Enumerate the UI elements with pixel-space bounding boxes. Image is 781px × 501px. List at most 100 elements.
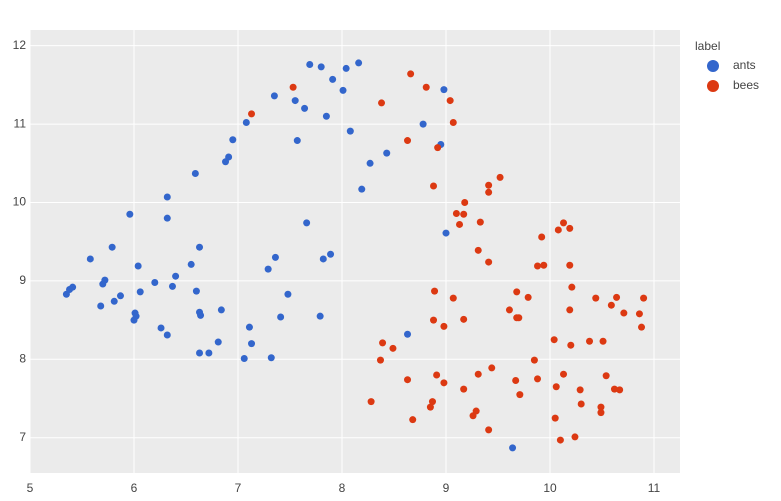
point [270, 92, 278, 100]
point [592, 294, 600, 302]
point [440, 322, 448, 330]
point [306, 60, 314, 68]
point [271, 253, 279, 261]
point [293, 137, 301, 145]
point [157, 324, 165, 332]
point [460, 385, 468, 393]
point [496, 173, 504, 181]
point [197, 311, 205, 319]
point [554, 226, 562, 234]
point [346, 127, 354, 135]
point [358, 185, 366, 193]
point [303, 219, 311, 227]
point [485, 258, 493, 266]
legend-label[interactable]: ants [733, 58, 756, 72]
point [613, 293, 621, 301]
point [430, 182, 438, 190]
point [513, 288, 521, 296]
point [322, 112, 330, 120]
point [383, 149, 391, 157]
point [460, 210, 468, 218]
point [191, 169, 199, 177]
point [172, 272, 180, 280]
point [132, 312, 140, 320]
point [69, 283, 77, 291]
point [404, 376, 412, 384]
x-tick-label: 10 [543, 481, 557, 495]
point [196, 243, 204, 251]
point [485, 188, 493, 196]
x-tick-label: 11 [648, 481, 661, 495]
y-tick-label: 8 [19, 351, 26, 365]
point [485, 426, 493, 434]
point [163, 331, 171, 339]
point [534, 375, 542, 383]
x-tick-label: 6 [131, 481, 138, 495]
legend-label[interactable]: bees [733, 78, 759, 92]
point [264, 265, 272, 273]
legend-marker[interactable] [707, 80, 719, 92]
point [214, 338, 222, 346]
point [327, 250, 335, 258]
point [355, 59, 363, 67]
y-tick-label: 11 [14, 116, 27, 130]
point [187, 260, 195, 268]
point [108, 243, 116, 251]
point [431, 287, 439, 295]
point [440, 379, 448, 387]
point [205, 349, 213, 357]
point [456, 220, 464, 228]
point [419, 120, 427, 128]
point [635, 310, 643, 318]
point [242, 119, 250, 127]
point [407, 70, 415, 78]
point [567, 341, 575, 349]
point [560, 219, 568, 227]
point [225, 153, 233, 161]
point [560, 370, 568, 378]
point [289, 83, 297, 91]
y-tick-label: 12 [13, 38, 27, 52]
point [505, 306, 513, 314]
point [534, 262, 542, 270]
x-tick-label: 8 [339, 481, 346, 495]
point [378, 99, 386, 107]
point [550, 336, 558, 344]
point [638, 323, 646, 331]
point [566, 261, 574, 269]
y-tick-label: 9 [19, 273, 26, 287]
point [538, 233, 546, 241]
point [163, 193, 171, 201]
point [428, 398, 436, 406]
point [576, 386, 584, 394]
point [126, 210, 134, 218]
point [566, 306, 574, 314]
point [229, 136, 237, 144]
point [110, 297, 118, 305]
x-tick-label: 7 [235, 481, 242, 495]
point [376, 356, 384, 364]
legend-marker[interactable] [707, 60, 719, 72]
point [610, 385, 618, 393]
point [597, 409, 605, 417]
point [151, 278, 159, 286]
point [540, 261, 548, 269]
point [599, 337, 607, 345]
point [449, 119, 457, 127]
point [433, 371, 441, 379]
point [316, 312, 324, 320]
point [367, 398, 375, 406]
point [192, 287, 200, 295]
point [577, 400, 585, 408]
point [422, 83, 430, 91]
y-tick-label: 10 [13, 195, 27, 209]
point [291, 97, 299, 105]
x-tick-label: 5 [27, 481, 34, 495]
point [446, 97, 454, 105]
point [101, 276, 109, 284]
point [524, 293, 532, 301]
point [404, 330, 412, 338]
point [512, 376, 520, 384]
point [409, 416, 417, 424]
point [379, 339, 387, 347]
